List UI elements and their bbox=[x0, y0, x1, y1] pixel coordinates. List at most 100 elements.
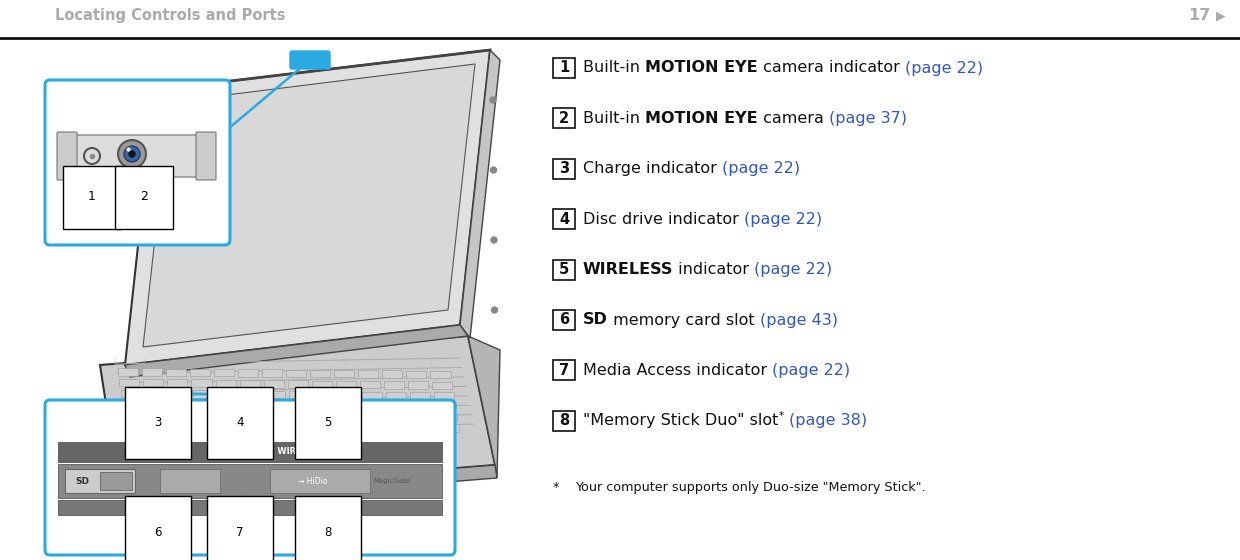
Text: 7: 7 bbox=[559, 363, 569, 378]
FancyBboxPatch shape bbox=[64, 469, 135, 493]
FancyBboxPatch shape bbox=[553, 209, 575, 229]
Text: 6: 6 bbox=[154, 525, 161, 539]
FancyBboxPatch shape bbox=[169, 390, 190, 398]
Circle shape bbox=[124, 146, 140, 162]
FancyBboxPatch shape bbox=[166, 368, 186, 376]
Text: 8: 8 bbox=[559, 413, 569, 428]
FancyBboxPatch shape bbox=[160, 469, 219, 493]
Polygon shape bbox=[460, 50, 500, 338]
Polygon shape bbox=[170, 412, 265, 460]
FancyBboxPatch shape bbox=[363, 403, 383, 410]
FancyBboxPatch shape bbox=[310, 370, 330, 377]
FancyBboxPatch shape bbox=[315, 402, 335, 409]
FancyBboxPatch shape bbox=[242, 391, 262, 398]
Text: Your computer supports only Duo-size "Memory Stick".: Your computer supports only Duo-size "Me… bbox=[575, 481, 925, 494]
FancyBboxPatch shape bbox=[244, 412, 265, 419]
Text: SD: SD bbox=[74, 477, 89, 486]
FancyBboxPatch shape bbox=[221, 412, 241, 419]
FancyBboxPatch shape bbox=[384, 381, 404, 389]
FancyBboxPatch shape bbox=[434, 393, 454, 400]
Text: (page 43): (page 43) bbox=[760, 312, 838, 328]
FancyBboxPatch shape bbox=[408, 381, 428, 389]
Text: * WIRELESS: * WIRELESS bbox=[270, 447, 324, 456]
FancyBboxPatch shape bbox=[269, 412, 289, 419]
Text: (page 22): (page 22) bbox=[754, 262, 832, 277]
Circle shape bbox=[118, 140, 146, 168]
FancyBboxPatch shape bbox=[270, 469, 370, 493]
FancyBboxPatch shape bbox=[386, 392, 405, 399]
FancyBboxPatch shape bbox=[144, 379, 164, 386]
FancyBboxPatch shape bbox=[124, 411, 144, 418]
FancyBboxPatch shape bbox=[553, 361, 575, 380]
Text: 1: 1 bbox=[559, 60, 569, 76]
FancyBboxPatch shape bbox=[358, 370, 378, 377]
FancyBboxPatch shape bbox=[407, 371, 427, 378]
FancyBboxPatch shape bbox=[362, 391, 382, 399]
Text: Built-in: Built-in bbox=[583, 60, 645, 76]
FancyBboxPatch shape bbox=[382, 371, 403, 378]
FancyBboxPatch shape bbox=[553, 109, 575, 128]
FancyBboxPatch shape bbox=[319, 423, 339, 431]
FancyBboxPatch shape bbox=[197, 412, 217, 419]
Polygon shape bbox=[100, 336, 495, 495]
Text: *: * bbox=[779, 411, 784, 421]
FancyBboxPatch shape bbox=[122, 390, 141, 397]
FancyBboxPatch shape bbox=[435, 403, 455, 410]
FancyBboxPatch shape bbox=[191, 380, 212, 387]
Text: MOTION EYE: MOTION EYE bbox=[645, 111, 758, 126]
FancyBboxPatch shape bbox=[430, 371, 450, 379]
FancyBboxPatch shape bbox=[172, 412, 192, 419]
Polygon shape bbox=[125, 325, 467, 377]
FancyBboxPatch shape bbox=[247, 423, 267, 430]
Text: Disc drive indicator: Disc drive indicator bbox=[583, 212, 744, 227]
Text: Built-in: Built-in bbox=[583, 111, 645, 126]
FancyBboxPatch shape bbox=[342, 423, 363, 431]
FancyBboxPatch shape bbox=[262, 370, 281, 377]
Text: ▶: ▶ bbox=[1216, 9, 1226, 22]
FancyBboxPatch shape bbox=[123, 400, 143, 408]
Text: 8: 8 bbox=[325, 525, 331, 539]
FancyBboxPatch shape bbox=[391, 424, 410, 431]
Text: (page 22): (page 22) bbox=[905, 60, 983, 76]
FancyBboxPatch shape bbox=[295, 423, 315, 431]
FancyBboxPatch shape bbox=[45, 80, 229, 245]
Text: indicator: indicator bbox=[673, 262, 754, 277]
FancyBboxPatch shape bbox=[58, 500, 441, 515]
Text: Locating Controls and Ports: Locating Controls and Ports bbox=[55, 8, 285, 23]
Text: Charge indicator: Charge indicator bbox=[583, 161, 722, 176]
Text: 7: 7 bbox=[237, 525, 244, 539]
FancyBboxPatch shape bbox=[311, 381, 332, 388]
FancyBboxPatch shape bbox=[413, 413, 433, 421]
Text: 5: 5 bbox=[559, 262, 569, 277]
Text: camera indicator: camera indicator bbox=[758, 60, 905, 76]
Circle shape bbox=[491, 307, 497, 313]
FancyBboxPatch shape bbox=[57, 132, 77, 180]
Text: 5: 5 bbox=[325, 417, 331, 430]
FancyBboxPatch shape bbox=[367, 424, 387, 431]
FancyBboxPatch shape bbox=[291, 402, 311, 409]
Text: (page 22): (page 22) bbox=[744, 212, 822, 227]
Text: 4: 4 bbox=[559, 212, 569, 227]
Polygon shape bbox=[120, 465, 497, 508]
FancyBboxPatch shape bbox=[409, 392, 430, 399]
FancyBboxPatch shape bbox=[264, 380, 284, 388]
Text: → HiDio: → HiDio bbox=[298, 477, 327, 486]
FancyBboxPatch shape bbox=[238, 369, 258, 376]
Text: 2: 2 bbox=[559, 111, 569, 126]
Text: SD: SD bbox=[583, 312, 608, 328]
Text: 3: 3 bbox=[154, 417, 161, 430]
FancyBboxPatch shape bbox=[118, 368, 138, 376]
Text: memory card slot: memory card slot bbox=[608, 312, 760, 328]
Text: 1: 1 bbox=[88, 190, 95, 203]
FancyBboxPatch shape bbox=[100, 472, 131, 490]
FancyBboxPatch shape bbox=[553, 411, 575, 431]
Text: (page 22): (page 22) bbox=[722, 161, 800, 176]
FancyBboxPatch shape bbox=[45, 400, 455, 555]
FancyBboxPatch shape bbox=[290, 51, 330, 69]
FancyBboxPatch shape bbox=[439, 424, 459, 432]
FancyBboxPatch shape bbox=[145, 390, 165, 397]
FancyBboxPatch shape bbox=[412, 403, 432, 410]
FancyBboxPatch shape bbox=[265, 391, 285, 398]
Polygon shape bbox=[125, 50, 490, 365]
FancyBboxPatch shape bbox=[415, 424, 435, 432]
